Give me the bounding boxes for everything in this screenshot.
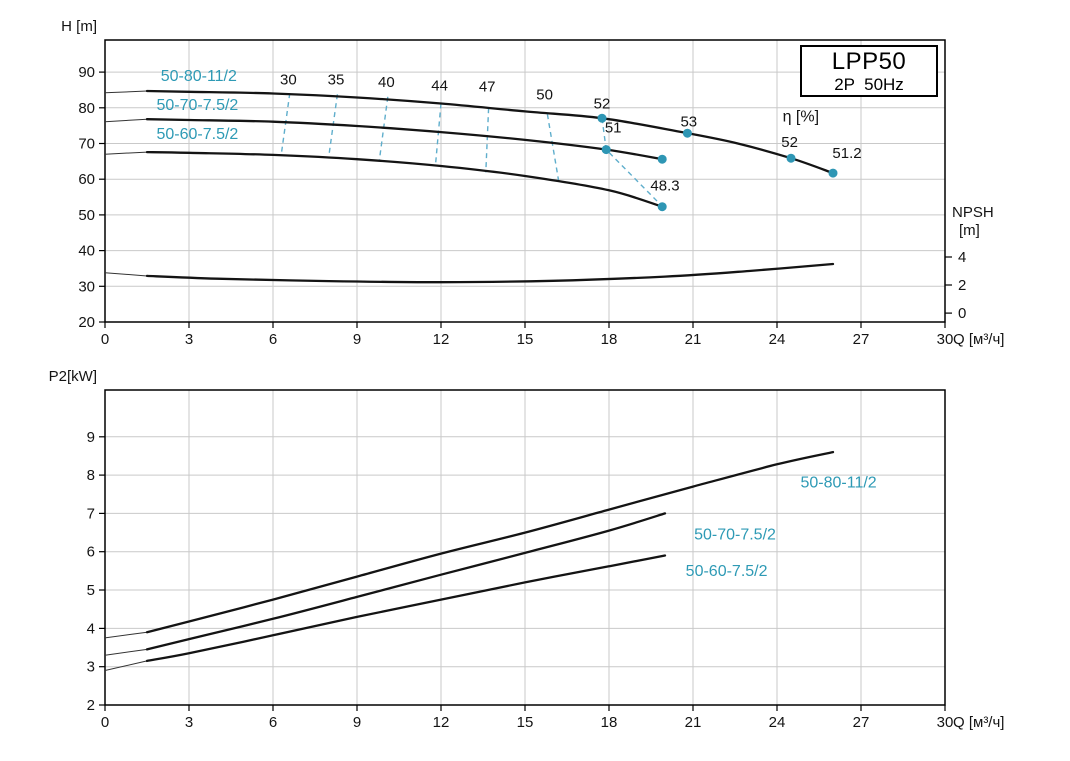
y-tick-label: 2 bbox=[87, 697, 95, 714]
x-tick-label: 15 bbox=[517, 714, 534, 731]
efficiency-value-label: 52 bbox=[594, 96, 611, 113]
x-tick-label: 0 bbox=[101, 714, 109, 731]
x-tick-label: 3 bbox=[185, 714, 193, 731]
duty-point-dot bbox=[597, 113, 607, 123]
y-tick-label: 5 bbox=[87, 582, 95, 599]
efficiency-iso-line bbox=[280, 93, 291, 154]
curve-NPSH bbox=[145, 262, 835, 284]
x-tick-label: 6 bbox=[269, 714, 277, 731]
efficiency-value-label: 50 bbox=[536, 87, 553, 104]
x-tick-label: 27 bbox=[853, 331, 870, 348]
y-axis-label: P2[kW] bbox=[49, 368, 97, 385]
x-tick-label: 27 bbox=[853, 714, 870, 731]
pump-model-title-box: LPP50 2P 50Hz bbox=[800, 45, 938, 97]
duty-point-dot bbox=[601, 145, 611, 155]
y-tick-label: 30 bbox=[78, 278, 95, 295]
duty-point-dot bbox=[657, 202, 667, 212]
x-tick-label: 24 bbox=[769, 331, 786, 348]
duty-point-dot bbox=[682, 128, 692, 138]
y-axis-label: H [m] bbox=[61, 18, 97, 35]
x-tick-label: 24 bbox=[769, 714, 786, 731]
npsh-axis-unit-label: [m] bbox=[959, 222, 980, 239]
power-chart: 0 3 6 9 12 15 18 21 24 27 30 2 3 4 5 6 7 8 9 P2[kW] Q [м³/ч]… bbox=[49, 368, 1005, 731]
duty-point-dot bbox=[786, 153, 796, 163]
series-model-label: 50-80-11/2 bbox=[161, 68, 237, 85]
efficiency-value-label: 40 bbox=[378, 74, 395, 91]
leader-line bbox=[104, 660, 148, 671]
y-tick-label: 4 bbox=[87, 620, 95, 637]
leader-line bbox=[104, 118, 148, 123]
x-tick-label: 9 bbox=[353, 331, 361, 348]
series-model-label: 50-60-7.5/2 bbox=[686, 563, 768, 580]
y-tick-label: 3 bbox=[87, 659, 95, 676]
x-tick-label: 0 bbox=[101, 331, 109, 348]
curve-50-60-7-5-2 bbox=[145, 554, 667, 663]
series-model-label: 50-70-7.5/2 bbox=[156, 97, 238, 114]
efficiency-value-label: 44 bbox=[431, 77, 448, 94]
x-tick-label: 18 bbox=[601, 331, 618, 348]
leader-line bbox=[104, 648, 148, 656]
duty-point-dot bbox=[828, 168, 838, 178]
efficiency-value-label: 30 bbox=[280, 71, 297, 88]
efficiency-iso-line bbox=[485, 108, 490, 173]
x-tick-label: 30 bbox=[937, 331, 954, 348]
x-tick-label: 12 bbox=[433, 714, 450, 731]
efficiency-value-label: 51.2 bbox=[832, 145, 861, 162]
pump-speed-frequency: 2P 50Hz bbox=[834, 74, 904, 94]
efficiency-iso-line bbox=[546, 114, 560, 181]
y-tick-label: 70 bbox=[78, 136, 95, 153]
x-tick-label: 12 bbox=[433, 331, 450, 348]
y-tick-label: 9 bbox=[87, 429, 95, 446]
leader-line bbox=[104, 272, 148, 277]
y-tick-label: 60 bbox=[78, 171, 95, 188]
x-tick-label: 6 bbox=[269, 331, 277, 348]
npsh-tick-label: 2 bbox=[958, 277, 966, 294]
y-tick-label: 20 bbox=[78, 314, 95, 331]
curve-50-70-7-5-2 bbox=[145, 118, 664, 161]
y-tick-label: 50 bbox=[78, 207, 95, 224]
y-tick-label: 7 bbox=[87, 505, 95, 522]
pump-model-name: LPP50 bbox=[831, 47, 907, 75]
x-tick-label: 9 bbox=[353, 714, 361, 731]
series-model-label: 50-60-7.5/2 bbox=[156, 126, 238, 143]
x-tick-label: 30 bbox=[937, 714, 954, 731]
npsh-axis-label: NPSH bbox=[952, 204, 994, 221]
efficiency-value-label: 35 bbox=[328, 71, 345, 88]
efficiency-iso-line bbox=[434, 103, 442, 167]
curve-50-70-7-5-2 bbox=[145, 512, 667, 651]
efficiency-value-label: 48.3 bbox=[650, 178, 679, 195]
leader-line bbox=[104, 151, 148, 155]
x-axis-label: Q [м³/ч] bbox=[953, 714, 1004, 731]
duty-point-dot bbox=[657, 154, 667, 164]
efficiency-value-label: 51 bbox=[605, 120, 622, 137]
x-tick-label: 21 bbox=[685, 714, 702, 731]
x-tick-label: 3 bbox=[185, 331, 193, 348]
efficiency-axis-label: η [%] bbox=[783, 108, 819, 125]
y-tick-label: 80 bbox=[78, 100, 95, 117]
y-tick-label: 40 bbox=[78, 243, 95, 260]
y-tick-label: 6 bbox=[87, 544, 95, 561]
curve-50-60-7-5-2 bbox=[145, 150, 664, 208]
curve-50-80-11-2 bbox=[145, 89, 835, 175]
efficiency-value-label: 47 bbox=[479, 78, 496, 95]
y-tick-label: 8 bbox=[87, 467, 95, 484]
series-model-label: 50-70-7.5/2 bbox=[694, 527, 776, 544]
efficiency-value-label: 52 bbox=[781, 134, 798, 151]
series-model-label: 50-80-11/2 bbox=[800, 475, 876, 492]
x-tick-label: 15 bbox=[517, 331, 534, 348]
leader-line bbox=[104, 90, 148, 94]
x-axis-label: Q [м³/ч] bbox=[953, 331, 1004, 348]
npsh-tick-label: 0 bbox=[958, 305, 966, 322]
x-tick-label: 18 bbox=[601, 714, 618, 731]
leader-line bbox=[104, 631, 148, 639]
y-tick-label: 90 bbox=[78, 64, 95, 81]
x-tick-label: 21 bbox=[685, 331, 702, 348]
efficiency-value-label: 53 bbox=[680, 114, 697, 131]
npsh-tick-label: 4 bbox=[958, 249, 966, 266]
curve-50-80-11-2 bbox=[145, 450, 835, 634]
